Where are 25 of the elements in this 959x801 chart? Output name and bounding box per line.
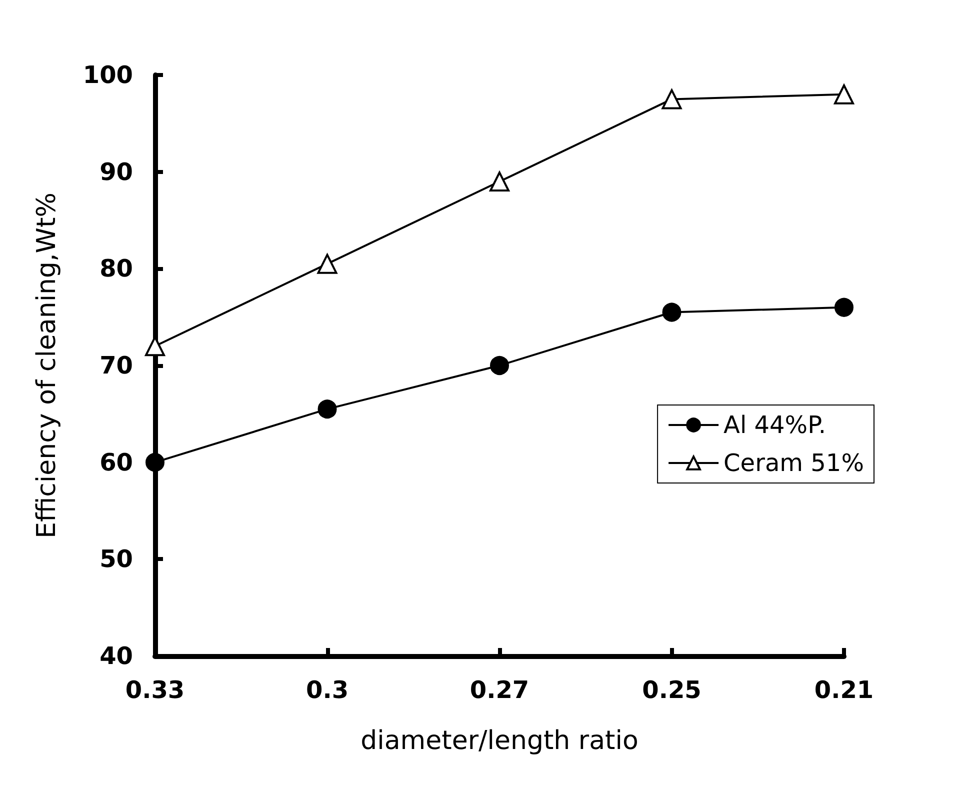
point <box>490 356 509 375</box>
point <box>490 172 510 192</box>
x-axis-title: diameter/length ratio <box>360 726 638 756</box>
y-axis-title: Efficiency of cleaning,Wt% <box>32 192 62 538</box>
x-tick-label: 0.25 <box>642 676 702 704</box>
y-tick-label: 70 <box>100 352 133 380</box>
x-tick-label: 0.3 <box>306 676 349 704</box>
y-tick-label: 100 <box>82 61 133 89</box>
y-tick-label: 90 <box>100 158 133 186</box>
y-tick-label: 40 <box>100 642 133 670</box>
point <box>834 298 854 317</box>
legend-label: Al 44%P. <box>724 411 826 439</box>
y-tick-label: 80 <box>100 254 133 283</box>
legend-label: Ceram 51% <box>724 449 864 477</box>
x-tick-label: 0.21 <box>814 676 874 704</box>
point <box>834 84 854 104</box>
y-tick-label: 60 <box>100 448 133 476</box>
y-tick-label: 50 <box>100 545 133 574</box>
point <box>146 452 164 472</box>
x-tick-label: 0.33 <box>125 676 185 704</box>
point <box>318 400 337 419</box>
point <box>662 89 682 110</box>
x-tick-label: 0.27 <box>470 676 530 704</box>
point <box>317 254 338 274</box>
point <box>662 302 682 322</box>
